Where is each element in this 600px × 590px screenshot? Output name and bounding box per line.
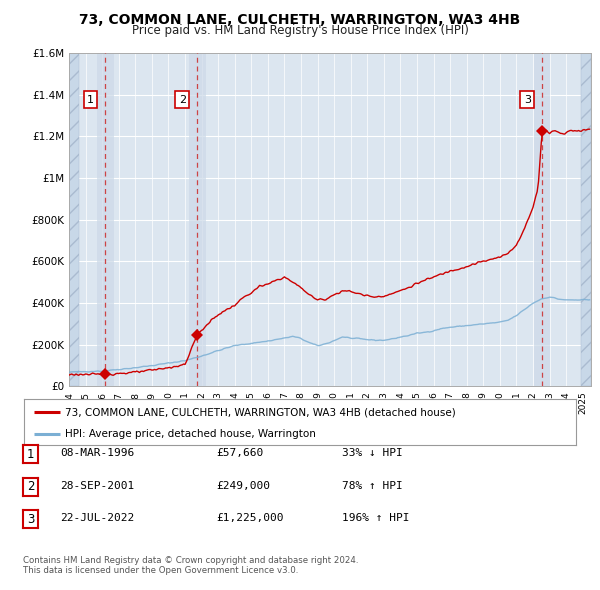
Text: 08-MAR-1996: 08-MAR-1996 <box>60 448 134 458</box>
Text: 196% ↑ HPI: 196% ↑ HPI <box>342 513 409 523</box>
Text: 1: 1 <box>27 448 34 461</box>
Text: 33% ↓ HPI: 33% ↓ HPI <box>342 448 403 458</box>
Text: 78% ↑ HPI: 78% ↑ HPI <box>342 481 403 490</box>
Bar <box>534 53 550 386</box>
Text: £57,660: £57,660 <box>216 448 263 458</box>
Text: Price paid vs. HM Land Registry's House Price Index (HPI): Price paid vs. HM Land Registry's House … <box>131 24 469 37</box>
Text: 22-JUL-2022: 22-JUL-2022 <box>60 513 134 523</box>
Text: 28-SEP-2001: 28-SEP-2001 <box>60 481 134 490</box>
Text: 3: 3 <box>27 513 34 526</box>
Bar <box>581 53 591 386</box>
Text: 73, COMMON LANE, CULCHETH, WARRINGTON, WA3 4HB (detached house): 73, COMMON LANE, CULCHETH, WARRINGTON, W… <box>65 407 456 417</box>
Text: 1: 1 <box>87 95 94 105</box>
Text: Contains HM Land Registry data © Crown copyright and database right 2024.
This d: Contains HM Land Registry data © Crown c… <box>23 556 358 575</box>
Text: £249,000: £249,000 <box>216 481 270 490</box>
Text: 2: 2 <box>179 95 186 105</box>
Bar <box>189 53 206 386</box>
Text: 73, COMMON LANE, CULCHETH, WARRINGTON, WA3 4HB: 73, COMMON LANE, CULCHETH, WARRINGTON, W… <box>79 13 521 27</box>
Bar <box>69 53 79 386</box>
Text: HPI: Average price, detached house, Warrington: HPI: Average price, detached house, Warr… <box>65 429 316 439</box>
Text: 3: 3 <box>524 95 530 105</box>
Text: 2: 2 <box>27 480 34 493</box>
Bar <box>97 53 113 386</box>
Text: £1,225,000: £1,225,000 <box>216 513 284 523</box>
